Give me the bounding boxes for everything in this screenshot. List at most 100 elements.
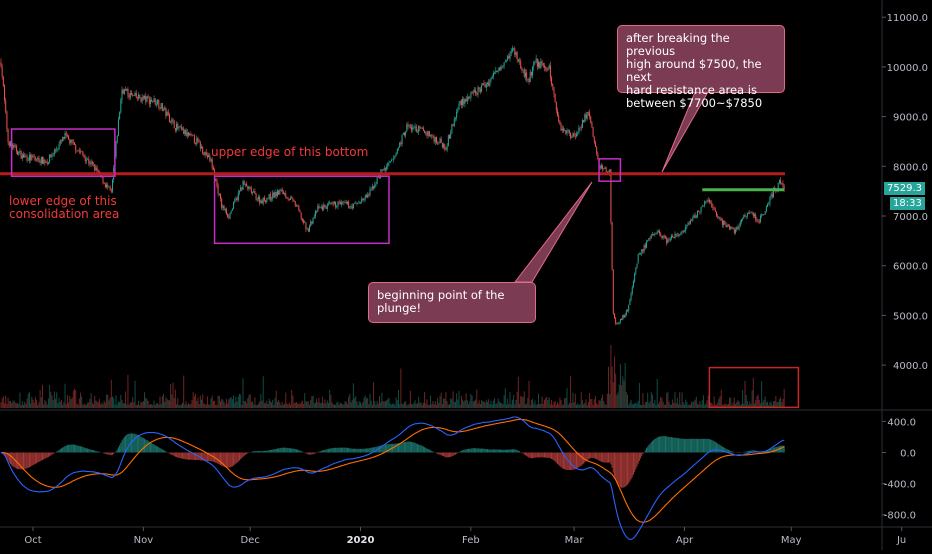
volume-bar	[320, 403, 321, 408]
volume-bar	[74, 389, 75, 408]
volume-bar	[402, 404, 403, 408]
histogram-bar	[334, 448, 335, 453]
volume-bar	[215, 405, 216, 408]
volume-bar	[746, 395, 747, 408]
histogram-bar	[601, 453, 602, 462]
volume-bar	[595, 396, 596, 408]
histogram-bar	[302, 452, 303, 453]
histogram-bar	[190, 453, 191, 460]
volume-bar	[178, 405, 179, 408]
candle-body	[367, 195, 368, 198]
candle-body	[92, 162, 93, 164]
volume-bar	[94, 396, 95, 408]
candle-body	[473, 92, 474, 93]
histogram-bar	[672, 437, 673, 452]
volume-bar	[513, 395, 514, 408]
candle-body	[693, 215, 694, 218]
volume-bar	[117, 405, 118, 408]
volume-bar	[110, 398, 111, 408]
volume-bar	[483, 401, 484, 408]
candle-body	[374, 185, 375, 189]
histogram-bar	[37, 453, 38, 463]
histogram-bar	[603, 453, 604, 463]
volume-bar	[374, 401, 375, 408]
candle-body	[666, 238, 667, 244]
candle-body	[633, 282, 634, 287]
candle-body	[517, 52, 518, 59]
candle-body	[226, 209, 227, 214]
volume-bar	[487, 402, 488, 408]
histogram-bar	[494, 449, 495, 452]
volume-bar	[284, 404, 285, 408]
volume-bar	[496, 403, 497, 408]
candle-body	[678, 235, 679, 236]
candle-body	[314, 217, 315, 218]
histogram-bar	[43, 453, 44, 460]
histogram-bar	[558, 453, 559, 466]
volume-bar	[438, 403, 439, 408]
candle-body	[492, 76, 493, 78]
candle-body	[202, 147, 203, 154]
histogram-bar	[290, 448, 291, 452]
volume-bar	[707, 400, 708, 408]
candle-body	[399, 143, 400, 148]
volume-bar	[523, 397, 524, 408]
volume-bar	[42, 385, 43, 408]
histogram-bar	[228, 453, 229, 468]
histogram-bar	[133, 434, 134, 453]
histogram-bar	[501, 450, 502, 453]
histogram-bar	[36, 453, 37, 464]
histogram-bar	[604, 453, 605, 463]
candle-body	[87, 159, 88, 160]
histogram-bar	[610, 453, 611, 465]
volume-bar	[301, 402, 302, 408]
volume-bar	[380, 402, 381, 408]
histogram-bar	[218, 453, 219, 464]
volume-bar	[11, 403, 12, 408]
candle-body	[97, 167, 98, 171]
volume-bar	[43, 405, 44, 408]
histogram-bar	[478, 448, 479, 452]
histogram-bar	[505, 450, 506, 453]
candle-body	[372, 186, 373, 188]
histogram-bar	[635, 453, 636, 470]
histogram-bar	[23, 453, 24, 470]
volume-bar	[189, 404, 190, 408]
volume-bar	[330, 395, 331, 408]
histogram-bar	[265, 451, 266, 453]
candle-body	[229, 213, 230, 218]
candle-body	[313, 218, 314, 224]
candle-body	[571, 138, 572, 139]
histogram-bar	[703, 439, 704, 453]
histogram-bar	[671, 437, 672, 452]
histogram-bar	[469, 449, 470, 453]
volume-bar	[530, 405, 531, 408]
volume-bar	[105, 403, 106, 408]
histogram-bar	[405, 442, 406, 453]
volume-bar	[281, 405, 282, 408]
volume-bar	[92, 403, 93, 408]
histogram-bar	[86, 448, 87, 452]
volume-bar	[186, 401, 187, 408]
candle-body	[142, 97, 143, 102]
volume-bar	[429, 405, 430, 408]
histogram-bar	[576, 453, 577, 469]
volume-bar	[318, 398, 319, 408]
volume-bar	[620, 364, 621, 408]
histogram-bar	[425, 448, 426, 453]
volume-bar	[575, 394, 576, 408]
candle-body	[379, 177, 380, 178]
volume-bar	[129, 405, 130, 408]
histogram-bar	[60, 449, 61, 452]
candle-body	[227, 214, 228, 217]
candle-body	[88, 159, 89, 163]
histogram-bar	[600, 453, 601, 462]
candle-body	[564, 130, 565, 131]
histogram-bar	[259, 451, 260, 452]
histogram-bar	[25, 453, 26, 469]
candle-body	[758, 221, 759, 222]
histogram-bar	[418, 444, 419, 452]
candle-body	[596, 147, 597, 154]
